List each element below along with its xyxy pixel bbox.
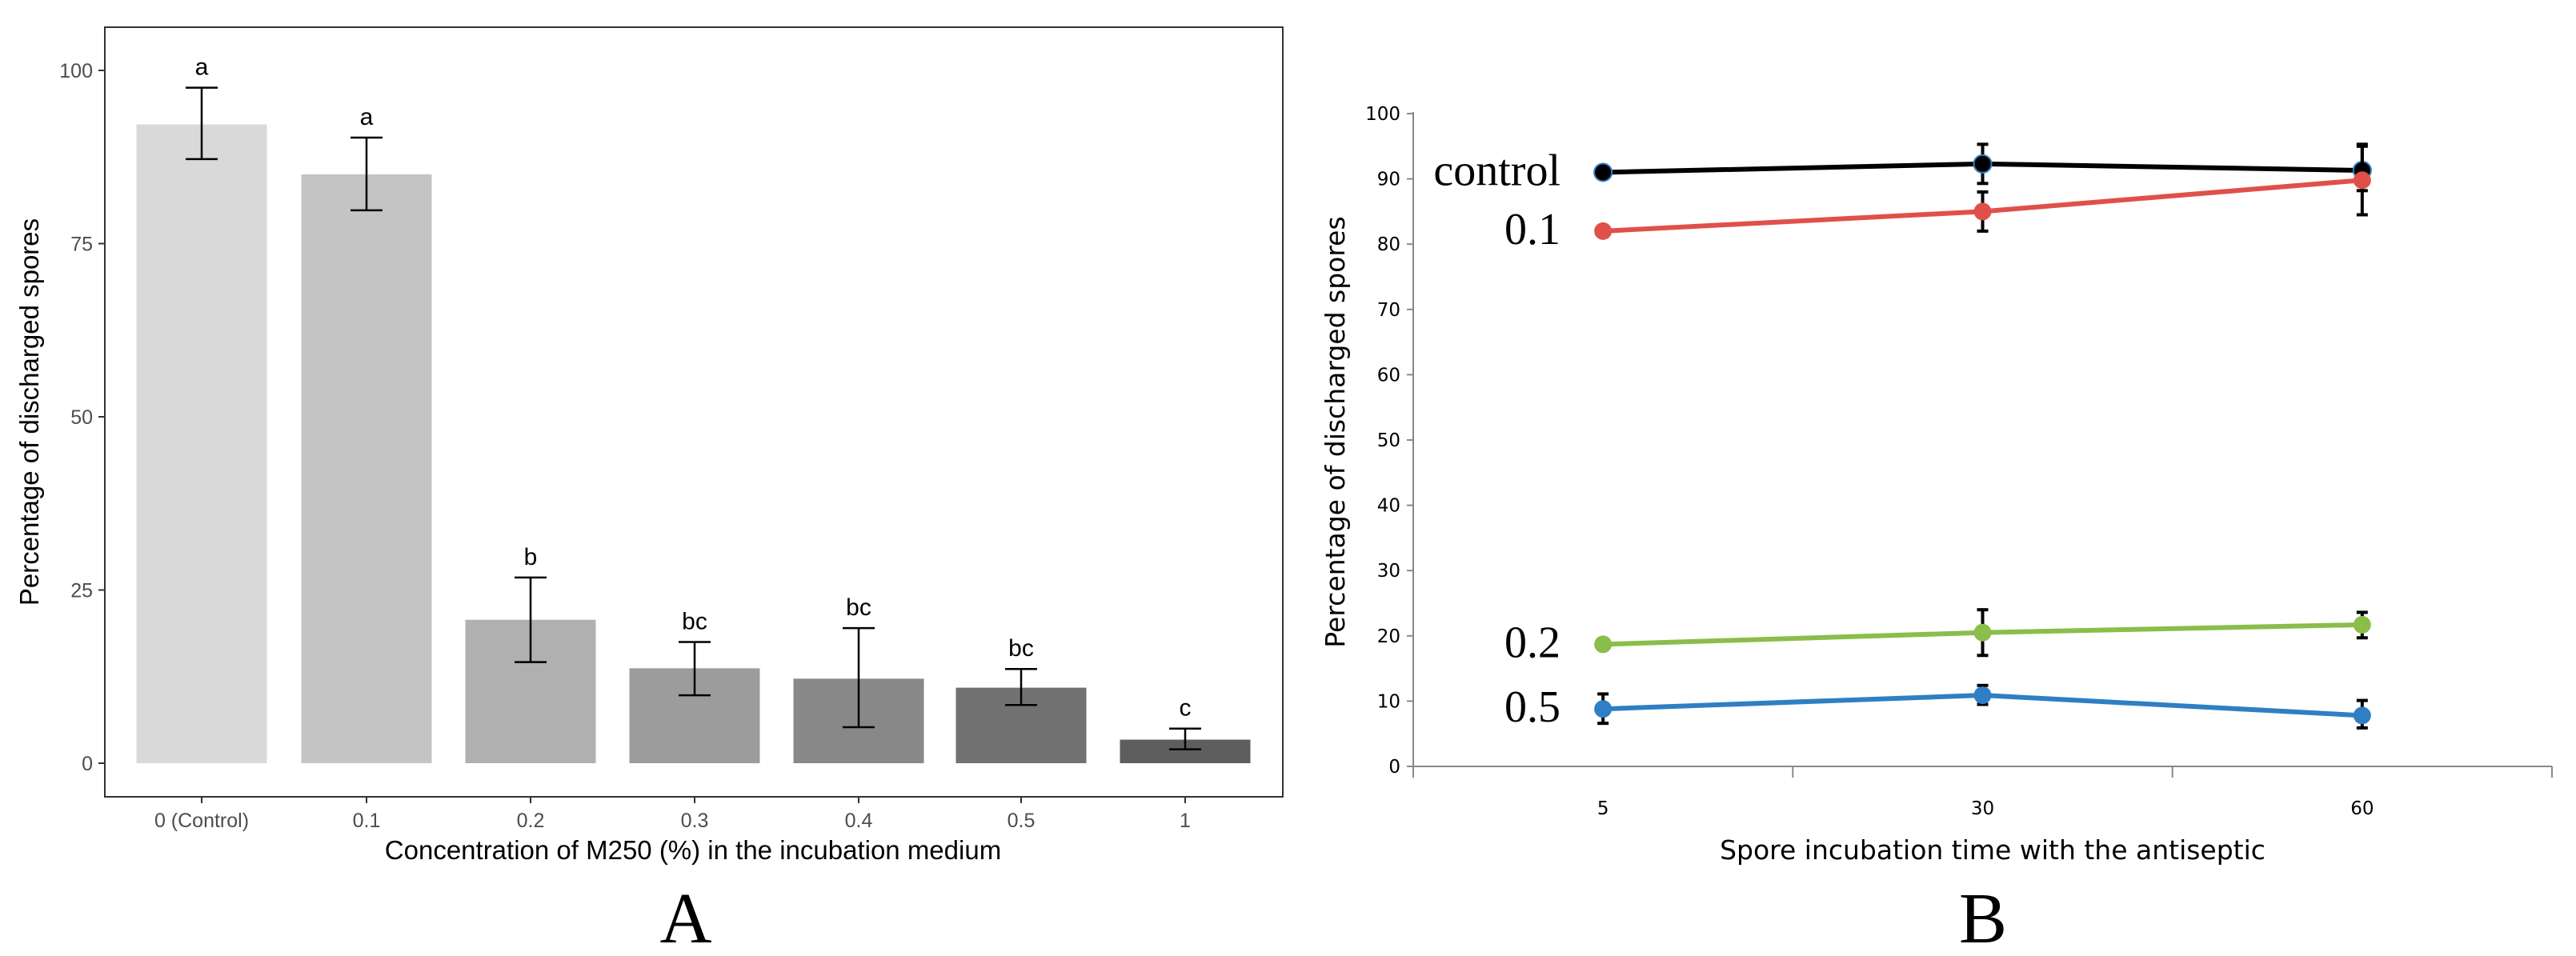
chart-a: 0 25 50 75 100 a a b bc bc bc c 0 (Control) 0.1 0.2 0…	[14, 26, 1284, 956]
series-0-5: 0.5	[1504, 682, 2371, 732]
series-label: control	[1433, 146, 1560, 195]
x-axis-label-a: Concentration of M250 (%) in the incubat…	[385, 835, 1001, 865]
y-tick-label-b: 50	[1377, 430, 1400, 451]
series-0-1: 0.1	[1504, 144, 2371, 254]
bar	[301, 174, 432, 763]
y-tick-label-a: 75	[70, 234, 93, 256]
y-tick-label-b: 60	[1377, 365, 1400, 386]
data-point	[1973, 154, 1993, 174]
series-label: 0.5	[1504, 682, 1560, 732]
significance-letter: b	[524, 544, 538, 570]
x-tick-label-b: 5	[1597, 798, 1609, 819]
data-point	[1973, 202, 1992, 221]
significance-letter: c	[1180, 695, 1192, 722]
x-tick-label-a: 0.4	[845, 810, 873, 832]
y-tick-label-b: 70	[1377, 300, 1400, 321]
y-tick-label-b: 90	[1377, 170, 1400, 190]
series-label: 0.1	[1504, 205, 1560, 254]
x-tick-label-a: 0.3	[681, 810, 709, 832]
y-axis-label-b: Percentage of discharged spores	[1320, 216, 1351, 647]
data-point	[1593, 162, 1613, 182]
x-axis-label-b: Spore incubation time with the antisepti…	[1720, 834, 2266, 866]
y-tick-label-b: 0	[1388, 757, 1400, 778]
panel-label-b: B	[1959, 879, 2007, 956]
y-tick-label-b: 40	[1377, 496, 1400, 517]
series-0-2: 0.2	[1504, 608, 2371, 667]
y-tick-label-b: 20	[1377, 626, 1400, 647]
chart-b: 0 10 20 30 40 50 60 70 80 90 100 5 30 60 control 0.1 0…	[1320, 104, 2553, 956]
series-control: control	[1433, 142, 2372, 195]
data-point	[1594, 635, 1613, 654]
x-tick-label-a: 1	[1180, 810, 1191, 832]
y-tick-label-b: 30	[1377, 561, 1400, 582]
x-tick-label-b: 30	[1971, 798, 1994, 819]
x-tick-label-a: 0.2	[517, 810, 545, 832]
x-tick-label-a: 0.5	[1008, 810, 1036, 832]
data-point	[1973, 686, 1992, 705]
series-label: 0.2	[1504, 618, 1560, 667]
y-tick-label-a: 25	[70, 580, 93, 602]
y-tick-label-a: 0	[82, 753, 93, 775]
y-tick-label-b: 80	[1377, 234, 1400, 255]
significance-letter: a	[360, 104, 374, 130]
significance-letter: bc	[682, 608, 707, 634]
y-tick-label-a: 50	[70, 406, 93, 429]
y-tick-label-b: 100	[1365, 104, 1400, 125]
x-tick-label-a: 0 (Control)	[154, 810, 249, 832]
data-point	[2353, 615, 2371, 634]
significance-letter: a	[195, 54, 209, 81]
x-tick-label-b: 60	[2350, 798, 2374, 819]
y-tick-label-a: 100	[59, 60, 93, 82]
bar	[136, 124, 267, 764]
data-point	[1594, 700, 1613, 718]
data-point	[2353, 171, 2371, 190]
panel-label-a: A	[660, 879, 712, 956]
data-point	[2353, 706, 2371, 725]
y-axis-label-a: Percentage of discharged spores	[14, 218, 44, 606]
data-point	[1973, 623, 1992, 642]
significance-letter: bc	[846, 594, 871, 621]
data-point	[1594, 222, 1613, 240]
y-tick-label-b: 10	[1377, 691, 1400, 712]
x-tick-label-a: 0.1	[353, 810, 381, 832]
significance-letter: bc	[1008, 635, 1034, 662]
